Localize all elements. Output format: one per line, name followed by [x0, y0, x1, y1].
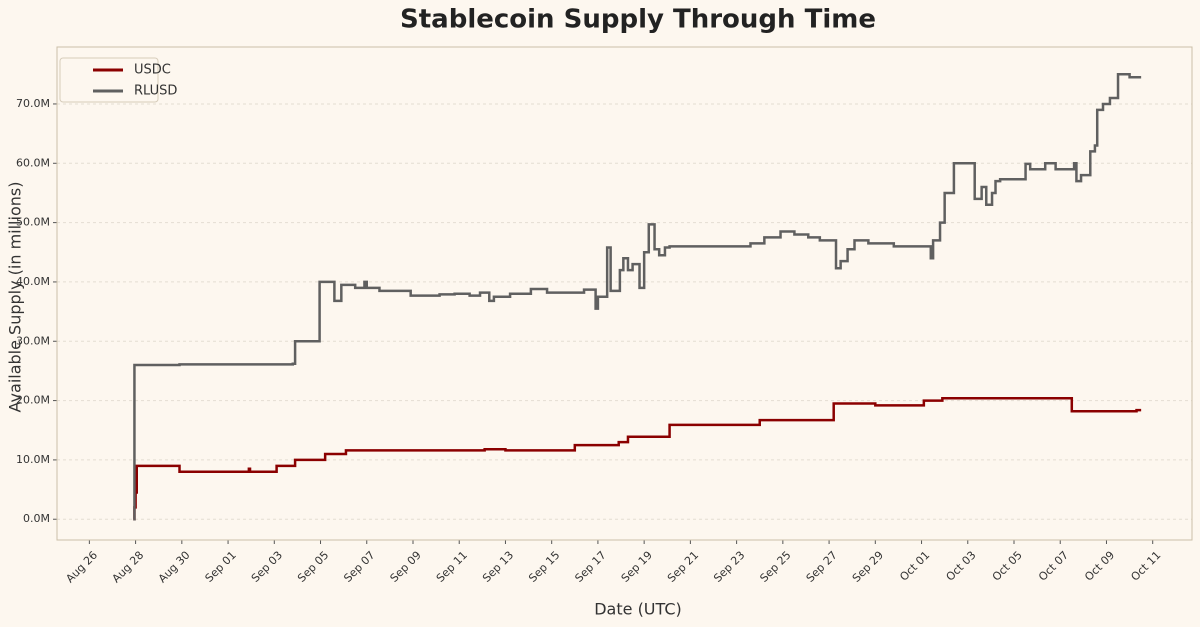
legend-label: RLUSD [134, 84, 177, 99]
data-line [133, 396, 1142, 521]
y-tick-label: 40.0M [16, 275, 50, 288]
x-tick-label: Oct 03 [944, 549, 979, 584]
x-tick-label: Sep 21 [665, 549, 701, 585]
x-tick-label: Sep 23 [711, 549, 747, 585]
x-tick-label: Sep 09 [388, 549, 424, 585]
y-tick-label: 20.0M [16, 394, 50, 407]
y-tick-label: 60.0M [16, 156, 50, 169]
legend-box [59, 57, 159, 103]
legend-label: USDC [134, 63, 171, 78]
y-tick-label: 0.0M [23, 512, 50, 525]
y-tick-label: 50.0M [16, 216, 50, 229]
y-tick-label: 10.0M [16, 453, 50, 466]
x-tick-label: Sep 19 [619, 549, 655, 585]
data-line [133, 73, 1142, 521]
y-tick-label: 70.0M [16, 97, 50, 110]
x-tick-label: Sep 07 [341, 549, 377, 585]
plot-frame [56, 46, 1193, 541]
y-axis-label: Available Supply (in millions) [6, 182, 25, 413]
x-tick-label: Sep 01 [203, 549, 239, 585]
x-tick-label: Sep 03 [249, 549, 285, 585]
x-tick-label: Aug 26 [63, 549, 100, 586]
x-tick-label: Sep 15 [526, 549, 562, 585]
x-tick-label: Oct 09 [1082, 549, 1117, 584]
x-tick-label: Oct 05 [990, 549, 1025, 584]
x-tick-label: Sep 29 [850, 549, 886, 585]
x-tick-label: Sep 25 [757, 549, 793, 585]
x-axis-label: Date (UTC) [594, 600, 682, 619]
x-tick-label: Oct 01 [897, 549, 932, 584]
x-tick-label: Sep 27 [804, 549, 840, 585]
x-tick-label: Sep 17 [572, 549, 608, 585]
x-tick-label: Aug 30 [156, 549, 193, 586]
x-tick-label: Oct 07 [1036, 549, 1071, 584]
x-tick-label: Sep 13 [480, 549, 516, 585]
x-tick-label: Sep 05 [295, 549, 331, 585]
x-tick-label: Oct 11 [1128, 549, 1163, 584]
chart-title: Stablecoin Supply Through Time [400, 5, 876, 35]
x-tick-label: Aug 28 [110, 549, 147, 586]
x-tick-label: Sep 11 [434, 549, 470, 585]
y-tick-label: 30.0M [16, 334, 50, 347]
